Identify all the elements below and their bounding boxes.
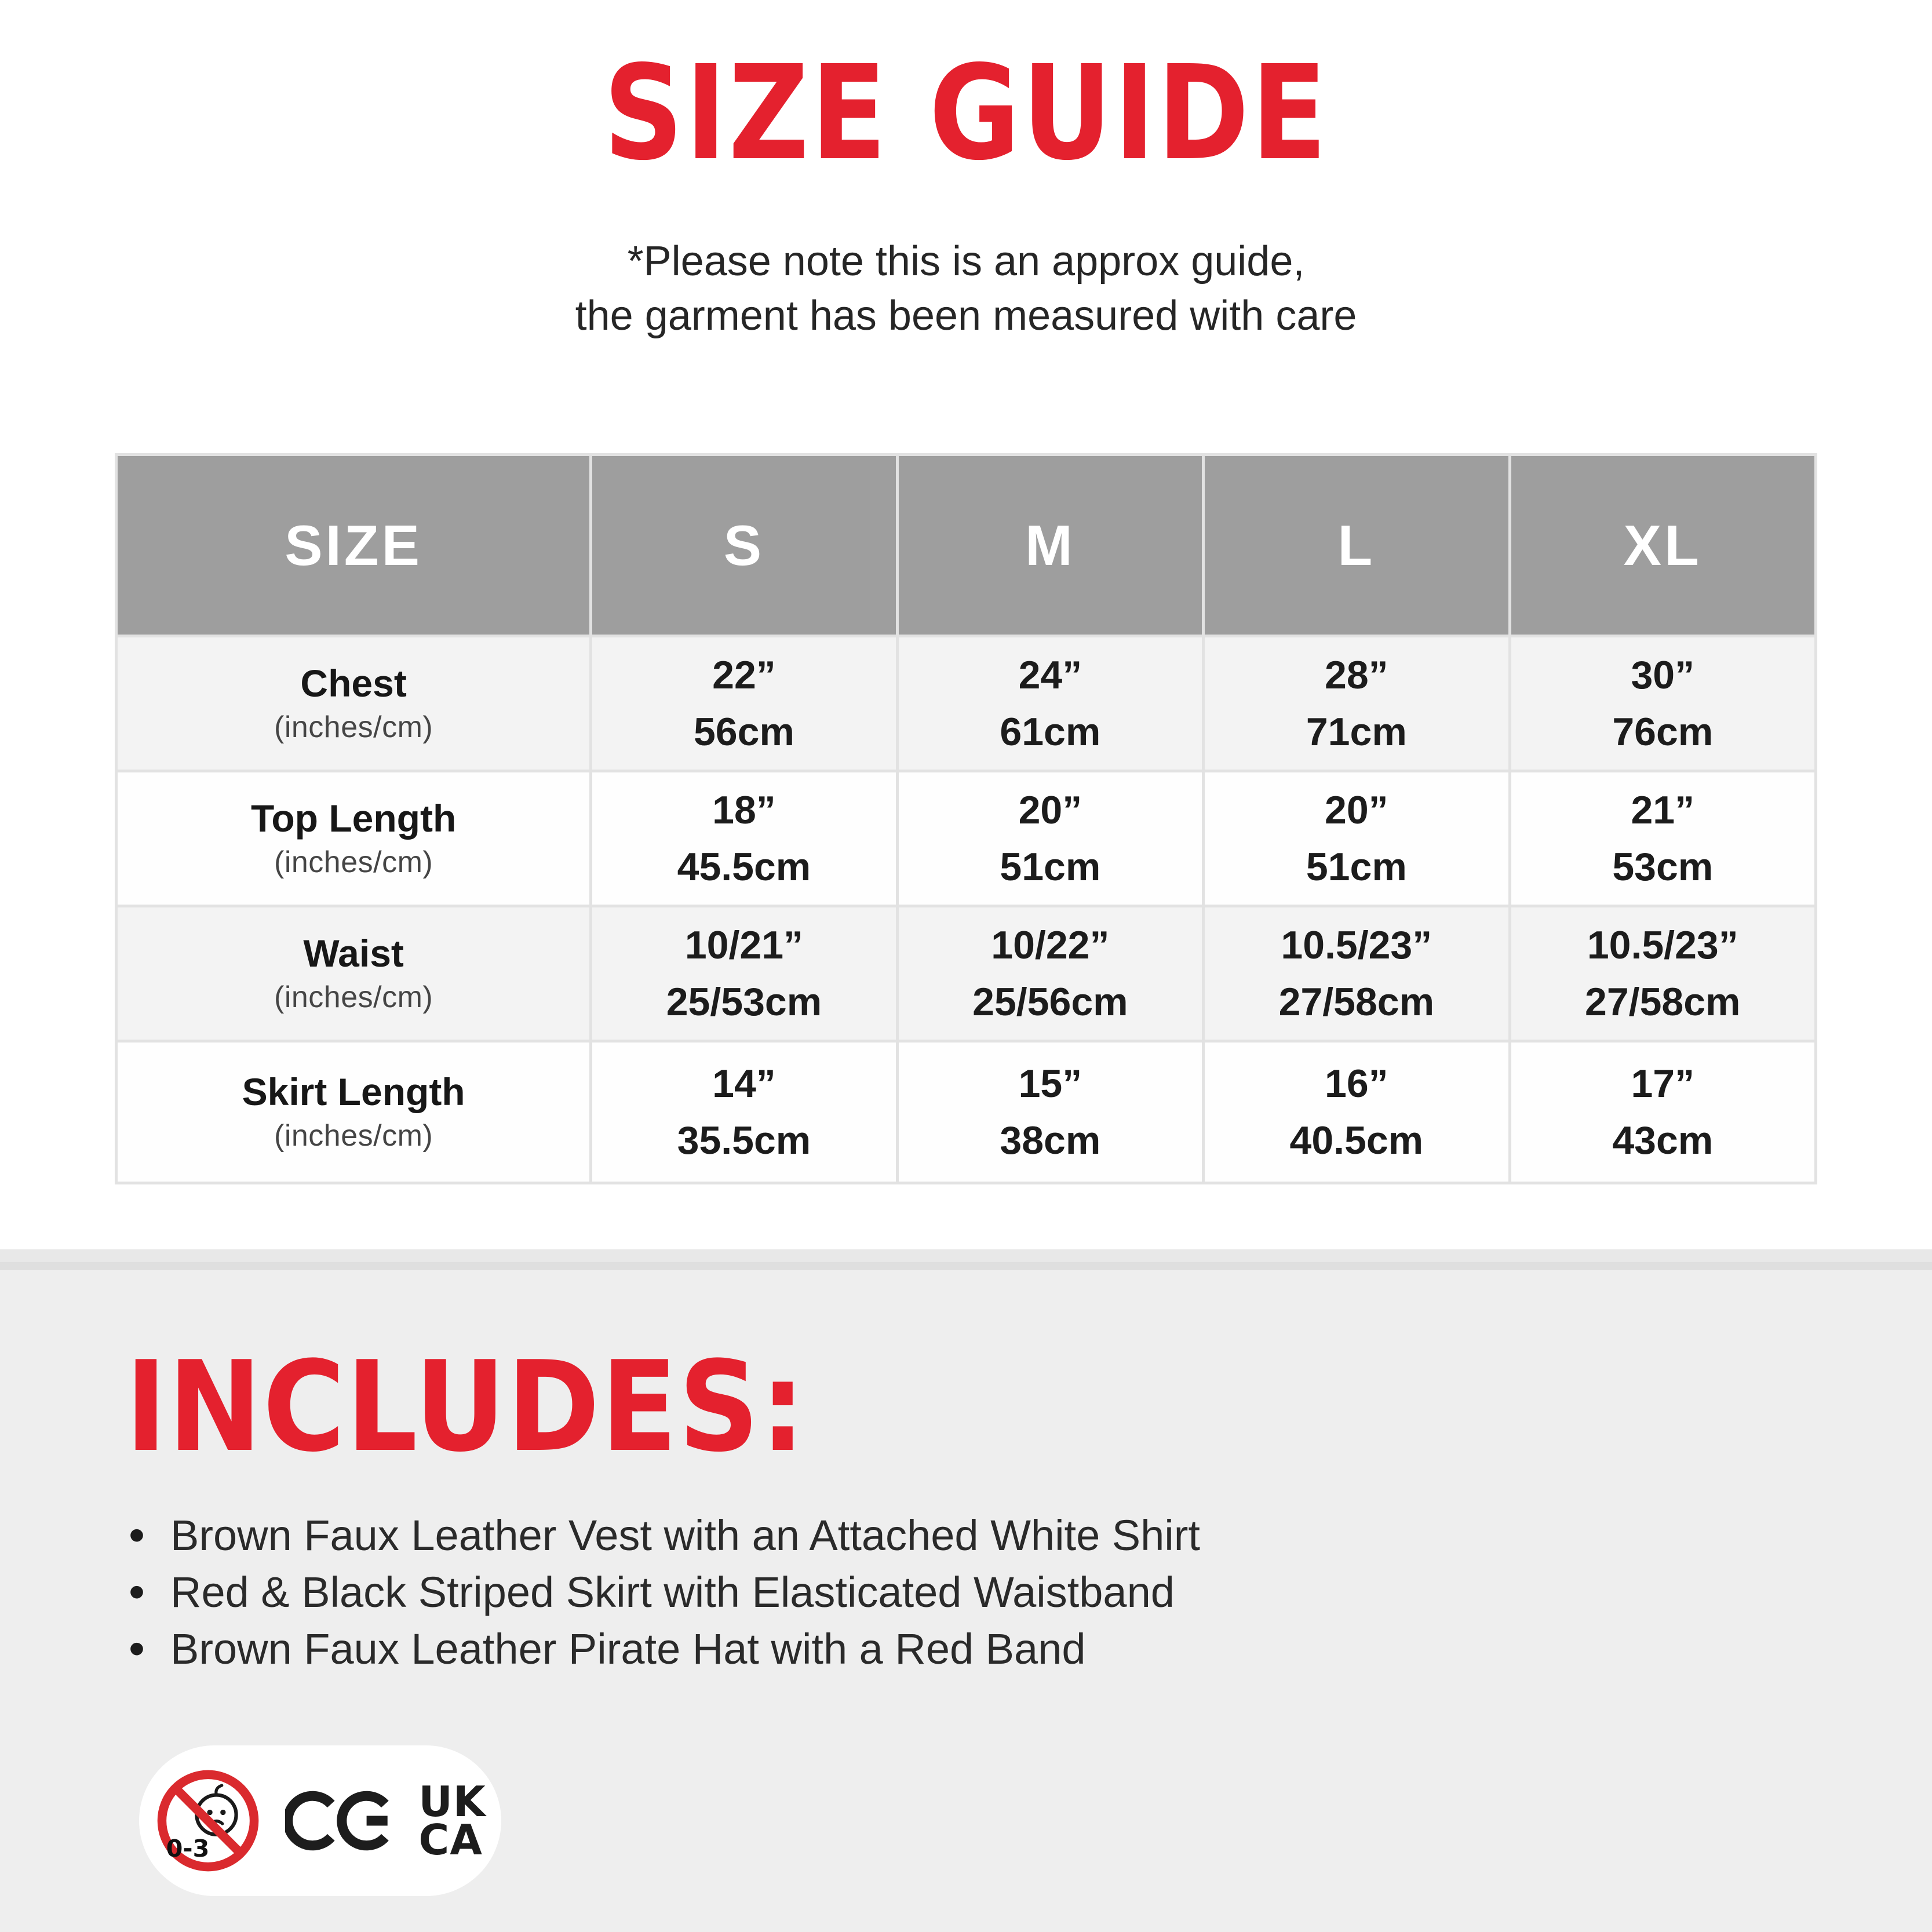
row-header-skirt-length: Skirt Length (inches/cm) (118, 1042, 590, 1182)
cell-waist-xl: 10.5/23” 27/58cm (1511, 907, 1814, 1040)
column-header-size: SIZE (118, 456, 590, 635)
includes-heading: INCLUDES: (125, 1334, 807, 1479)
cell-top-length-xl: 21” 53cm (1511, 772, 1814, 905)
page-title: SIZE GUIDE (603, 38, 1329, 189)
row-label: Chest (300, 661, 407, 705)
row-unit-note: (inches/cm) (274, 980, 433, 1015)
include-item-hat: Brown Faux Leather Pirate Hat with a Red… (125, 1622, 1932, 1675)
size-table: SIZE S M L XL Chest (inches/cm) 22” 56cm… (115, 453, 1817, 1185)
cell-skirt-length-xl: 17” 43cm (1511, 1042, 1814, 1182)
top-section: SIZE GUIDE *Please note this is an appro… (0, 38, 1932, 1185)
cell-skirt-length-l: 16” 40.5cm (1205, 1042, 1508, 1182)
include-item-skirt: Red & Black Striped Skirt with Elasticat… (125, 1565, 1932, 1618)
cell-skirt-length-m: 15” 38cm (898, 1042, 1202, 1182)
cell-chest-xl: 30” 76cm (1511, 637, 1814, 770)
cell-top-length-s: 18” 45.5cm (592, 772, 896, 905)
cell-waist-s: 10/21” 25/53cm (592, 907, 896, 1040)
column-header-l: L (1205, 456, 1508, 635)
row-label: Waist (303, 931, 404, 975)
subtitle-line-1: *Please note this is an approx guide, (627, 238, 1305, 285)
row-header-waist: Waist (inches/cm) (118, 907, 590, 1040)
cell-top-length-l: 20” 51cm (1205, 772, 1508, 905)
row-unit-note: (inches/cm) (274, 710, 433, 745)
age-warning-0-3-icon: 0-3 (158, 1770, 259, 1872)
column-header-xl: XL (1511, 456, 1814, 635)
ce-mark-icon (285, 1791, 389, 1851)
cell-waist-m: 10/22” 25/56cm (898, 907, 1202, 1040)
row-header-top-length: Top Length (inches/cm) (118, 772, 590, 905)
include-item-vest: Brown Faux Leather Vest with an Attached… (125, 1508, 1932, 1561)
section-divider-light (0, 1249, 1932, 1262)
ukca-line-ca: CA (418, 1816, 483, 1864)
includes-list: Brown Faux Leather Vest with an Attached… (125, 1508, 1932, 1675)
row-unit-note: (inches/cm) (274, 1119, 433, 1153)
cell-skirt-length-s: 14” 35.5cm (592, 1042, 896, 1182)
row-unit-note: (inches/cm) (274, 845, 433, 880)
subtitle: *Please note this is an approx guide, th… (0, 235, 1932, 343)
ukca-line-uk: UK (418, 1777, 486, 1826)
cell-top-length-m: 20” 51cm (898, 772, 1202, 905)
subtitle-line-2: the garment has been measured with care (575, 292, 1357, 339)
row-header-chest: Chest (inches/cm) (118, 637, 590, 770)
column-header-m: M (898, 456, 1202, 635)
cell-chest-l: 28” 71cm (1205, 637, 1508, 770)
section-divider-dark (0, 1262, 1932, 1270)
cell-chest-m: 24” 61cm (898, 637, 1202, 770)
column-header-s: S (592, 456, 896, 635)
certification-badge-pill: 0-3 UK CA (139, 1745, 501, 1896)
cell-waist-l: 10.5/23” 27/58cm (1205, 907, 1508, 1040)
row-label: Top Length (250, 796, 457, 840)
ukca-mark: UK CA (418, 1777, 486, 1864)
row-label: Skirt Length (242, 1070, 465, 1113)
cell-chest-s: 22” 56cm (592, 637, 896, 770)
age-warning-label: 0-3 (166, 1835, 210, 1862)
